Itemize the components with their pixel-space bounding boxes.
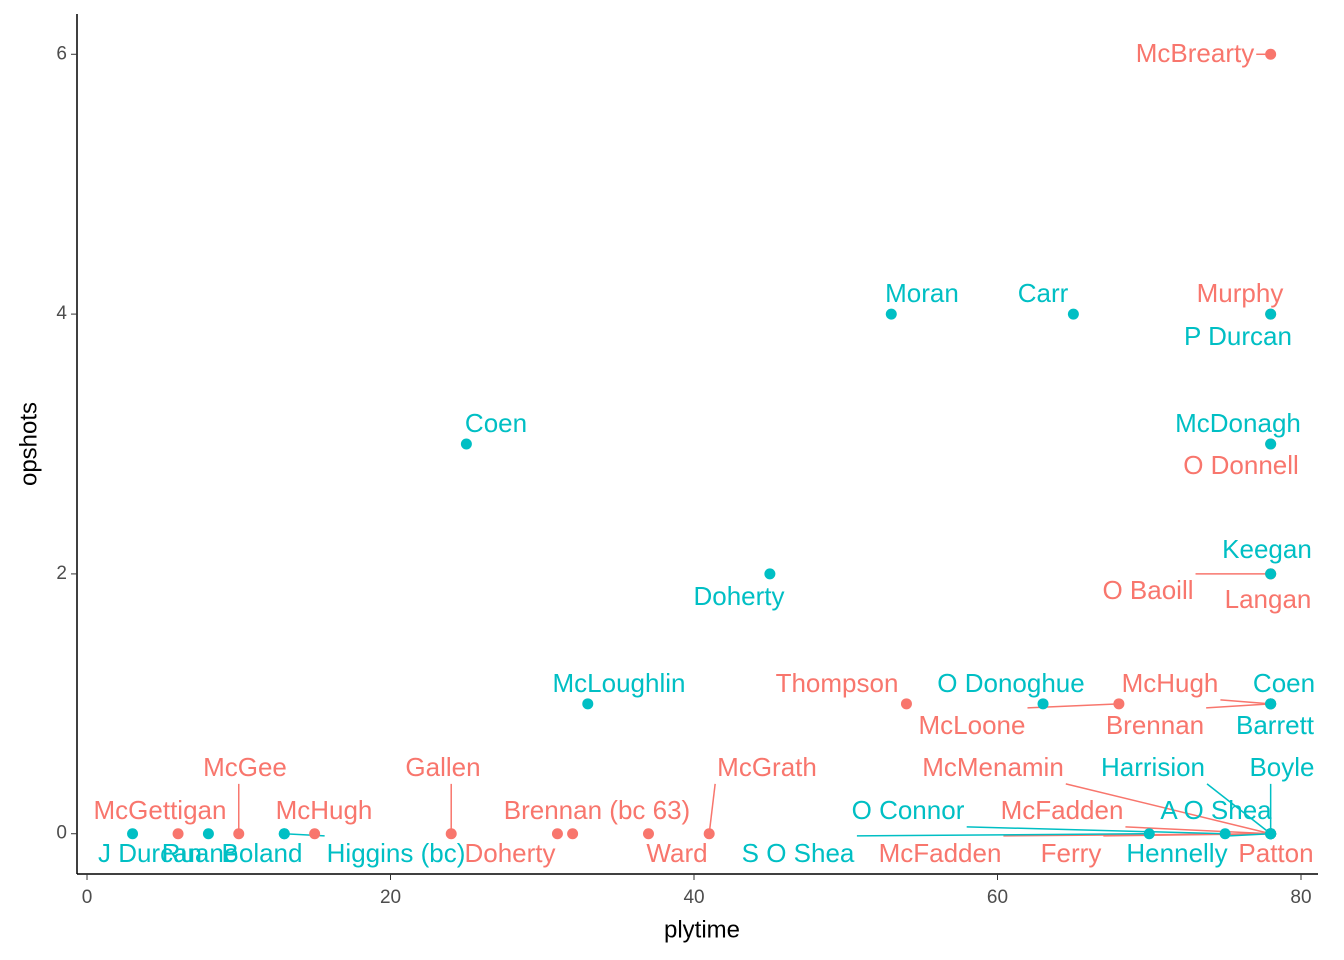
y-tick-label: 2 bbox=[56, 563, 67, 584]
point-label: Boland bbox=[222, 838, 303, 868]
label-connector bbox=[856, 832, 1150, 837]
point-label: J Durcan bbox=[98, 838, 202, 868]
point-label: McHugh bbox=[276, 795, 373, 825]
point-layer bbox=[127, 48, 1277, 840]
point-label: Boyle bbox=[1249, 752, 1314, 782]
label-connector bbox=[708, 783, 716, 834]
y-axis-title: opshots bbox=[15, 402, 42, 486]
point-label: Gallen bbox=[405, 752, 480, 782]
point bbox=[1265, 438, 1277, 450]
point-label: O Baoill bbox=[1102, 575, 1193, 605]
point-label: McDonagh bbox=[1175, 408, 1301, 438]
point-label: Murphy bbox=[1197, 278, 1284, 308]
point-label: Langan bbox=[1225, 584, 1312, 614]
point bbox=[1067, 308, 1079, 320]
point-label: Patton bbox=[1238, 838, 1313, 868]
label-connector bbox=[1206, 783, 1272, 835]
point-label: Coen bbox=[465, 408, 527, 438]
point-label: Harrision bbox=[1101, 752, 1205, 782]
y-tick-label: 0 bbox=[56, 823, 67, 844]
point bbox=[1265, 698, 1277, 710]
label-connector bbox=[1206, 703, 1271, 709]
point bbox=[202, 828, 214, 840]
point bbox=[1265, 568, 1277, 580]
point bbox=[460, 438, 472, 450]
point bbox=[1219, 828, 1231, 840]
point-label: Ruane bbox=[162, 838, 239, 868]
point-label: S O Shea bbox=[742, 838, 855, 868]
point bbox=[1265, 308, 1277, 320]
point bbox=[233, 828, 245, 840]
point-label: Doherty bbox=[464, 838, 555, 868]
label-connector bbox=[1220, 699, 1271, 705]
point-label: McGettigan bbox=[94, 795, 227, 825]
point-label: Brennan bbox=[1106, 710, 1204, 740]
point-label: Hennelly bbox=[1126, 838, 1227, 868]
point bbox=[582, 698, 594, 710]
point-label: McGrath bbox=[717, 752, 817, 782]
y-tick-label: 4 bbox=[56, 303, 67, 324]
point-label: Carr bbox=[1018, 278, 1069, 308]
y-tick-label: 6 bbox=[56, 43, 67, 64]
label-connector bbox=[1229, 832, 1271, 837]
point bbox=[172, 828, 184, 840]
x-tick-label: 40 bbox=[683, 887, 704, 908]
point-label: Thompson bbox=[776, 668, 899, 698]
x-tick-label: 0 bbox=[82, 887, 93, 908]
point bbox=[445, 828, 457, 840]
point bbox=[764, 568, 776, 580]
point-label: Ward bbox=[646, 838, 707, 868]
point-label: Coen bbox=[1253, 668, 1315, 698]
point bbox=[567, 828, 579, 840]
point bbox=[885, 308, 897, 320]
point-label: Doherty bbox=[693, 581, 784, 611]
point-label: McHugh bbox=[1122, 668, 1219, 698]
point-label: McMenamin bbox=[922, 752, 1064, 782]
point bbox=[642, 828, 654, 840]
point bbox=[1143, 828, 1155, 840]
label-connector bbox=[1125, 826, 1271, 835]
point-label: A O Shea bbox=[1160, 795, 1272, 825]
label-connector bbox=[1103, 832, 1271, 837]
point-label: McFadden bbox=[879, 838, 1002, 868]
point bbox=[551, 828, 563, 840]
point-label: McGee bbox=[203, 752, 287, 782]
x-tick-label: 80 bbox=[1290, 887, 1311, 908]
point bbox=[703, 828, 715, 840]
point-label: McFadden bbox=[1001, 795, 1124, 825]
point-label: P Durcan bbox=[1184, 321, 1292, 351]
x-tick-label: 20 bbox=[380, 887, 401, 908]
point-label: O Connor bbox=[852, 795, 965, 825]
point-label: Barrett bbox=[1236, 710, 1315, 740]
label-layer: McGettigan McGee McHugh Gallen Doherty Brenna… bbox=[94, 38, 1316, 868]
x-axis-title: plytime bbox=[664, 916, 740, 943]
point-label: Higgins (bc) bbox=[327, 838, 466, 868]
point-label: Ferry bbox=[1041, 838, 1102, 868]
point-label: McBrearty bbox=[1136, 38, 1254, 68]
point bbox=[1265, 48, 1277, 60]
point bbox=[278, 828, 290, 840]
x-tick-label: 60 bbox=[987, 887, 1008, 908]
point-label: O Donoghue bbox=[937, 668, 1084, 698]
point bbox=[309, 828, 321, 840]
point-label: McLoone bbox=[919, 710, 1026, 740]
label-connector bbox=[1065, 783, 1271, 835]
point-label: O Donnell bbox=[1183, 450, 1299, 480]
point bbox=[1037, 698, 1049, 710]
point bbox=[1265, 828, 1277, 840]
point bbox=[900, 698, 912, 710]
point bbox=[127, 828, 139, 840]
point bbox=[1113, 698, 1125, 710]
point-label: Moran bbox=[885, 278, 959, 308]
point-label: Brennan (bc 63) bbox=[504, 795, 690, 825]
label-connector bbox=[966, 826, 1226, 835]
point-label: McLoughlin bbox=[553, 668, 686, 698]
point-label: Keegan bbox=[1222, 534, 1312, 564]
